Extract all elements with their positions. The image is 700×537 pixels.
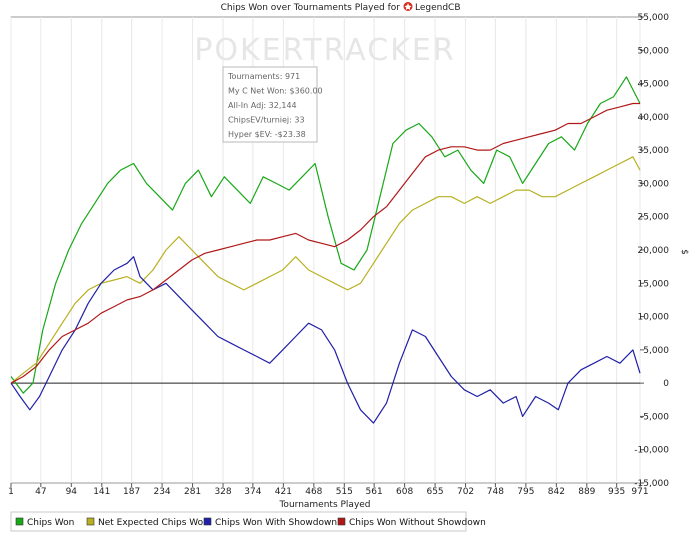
y-tick-label: -5,000 xyxy=(640,412,669,422)
y-tick-label: 30,000 xyxy=(638,179,670,189)
x-tick-label: 702 xyxy=(457,487,474,497)
legend-label-net-expected-chips-won: Net Expected Chips Won xyxy=(98,518,209,528)
x-tick-label: 421 xyxy=(275,487,292,497)
tooltip-line: All-In Adj: 32,144 xyxy=(228,101,297,110)
grid xyxy=(10,17,641,483)
x-tick-label: 47 xyxy=(35,487,46,497)
x-tick-label: 935 xyxy=(608,487,625,497)
chart-title-text: Chips Won over Tournaments Played for xyxy=(221,3,401,13)
x-tick-label: 94 xyxy=(66,487,78,497)
y-tick-label: 45,000 xyxy=(638,80,670,90)
y-tick-label: 55,000 xyxy=(638,13,670,23)
tooltip-line: Hyper $EV: -$23.38 xyxy=(228,130,306,139)
x-tick-label: 1 xyxy=(8,487,14,497)
legend: Chips Won Net Expected Chips Won Chips Won… xyxy=(15,517,486,528)
pokerstars-logo-icon xyxy=(403,2,413,11)
x-tick-label: 281 xyxy=(184,487,201,497)
y-axis-label: $ xyxy=(679,249,689,255)
legend-swatch-chips-won-without-showdown xyxy=(337,517,346,526)
x-tick-label: 842 xyxy=(548,487,565,497)
y-tick-label: 35,000 xyxy=(638,146,670,156)
y-tick-label: -10,000 xyxy=(634,446,669,456)
legend-label-chips-won-without-showdown: Chips Won Without Showdown xyxy=(349,518,486,528)
legend-frame xyxy=(10,511,467,532)
x-axis-label: Tournaments Played xyxy=(278,500,370,510)
legend-swatch-chips-won-with-showdown xyxy=(203,517,212,526)
watermark: POKERTRACKER xyxy=(194,33,455,68)
x-tick-label: 141 xyxy=(93,487,110,497)
x-tick-label: 561 xyxy=(366,487,383,497)
y-tick-label: 50,000 xyxy=(638,46,670,56)
legend-label-chips-won: Chips Won xyxy=(27,518,74,528)
series-line-chips-won xyxy=(10,76,641,394)
x-axis: 1 47 94 141 187 234 281 328 374 421 468 515 561 608 65… xyxy=(8,483,649,497)
x-tick-label: 515 xyxy=(336,487,353,497)
x-tick-label: 374 xyxy=(244,487,261,497)
legend-label-chips-won-with-showdown: Chips Won With Showdown xyxy=(215,518,337,528)
tooltip-line: Tournaments: 971 xyxy=(227,72,300,81)
y-tick-label: 0 xyxy=(663,379,669,389)
x-tick-label: 328 xyxy=(214,487,231,497)
series-line-chips-won-without-showdown xyxy=(10,102,640,384)
x-tick-label: 748 xyxy=(487,487,504,497)
x-tick-label: 187 xyxy=(123,487,140,497)
x-tick-label: 971 xyxy=(631,487,648,497)
y-tick-label: 10,000 xyxy=(638,313,670,323)
chart-title: Chips Won over Tournaments Played for Le… xyxy=(221,2,461,13)
x-tick-label: 608 xyxy=(396,487,413,497)
y-tick-label: 15,000 xyxy=(638,279,670,289)
player-name: LegendCB xyxy=(415,3,461,13)
y-tick-label: 20,000 xyxy=(638,246,670,256)
y-tick-label: 40,000 xyxy=(638,113,670,123)
legend-swatch-net-expected-chips-won xyxy=(86,517,95,526)
series-line-chips-won-with-showdown xyxy=(10,256,641,424)
x-tick-label: 468 xyxy=(305,487,322,497)
plot-area xyxy=(10,16,641,484)
y-tick-label: -15,000 xyxy=(634,479,669,489)
series-group xyxy=(10,76,641,424)
legend-swatch-chips-won xyxy=(15,517,24,526)
series-line-net-expected-chips-won xyxy=(10,156,641,384)
x-tick-label: 234 xyxy=(153,487,170,497)
y-tick-label: 25,000 xyxy=(638,213,670,223)
x-tick-label: 889 xyxy=(578,487,595,497)
y-tick-label: 5,000 xyxy=(643,346,669,356)
tooltip-line: ChipsEV/turniej: 33 xyxy=(228,116,305,125)
y-axis: 55,000 50,000 45,000 40,000 35,000 30,000 25,0… xyxy=(634,13,669,489)
tooltip-line: My C Net Won: $360.00 xyxy=(228,87,323,96)
x-tick-label: 795 xyxy=(517,487,534,497)
tooltip-box: Tournaments: 971 My C Net Won: $360.00 All… xyxy=(222,66,323,143)
x-tick-label: 655 xyxy=(426,487,443,497)
